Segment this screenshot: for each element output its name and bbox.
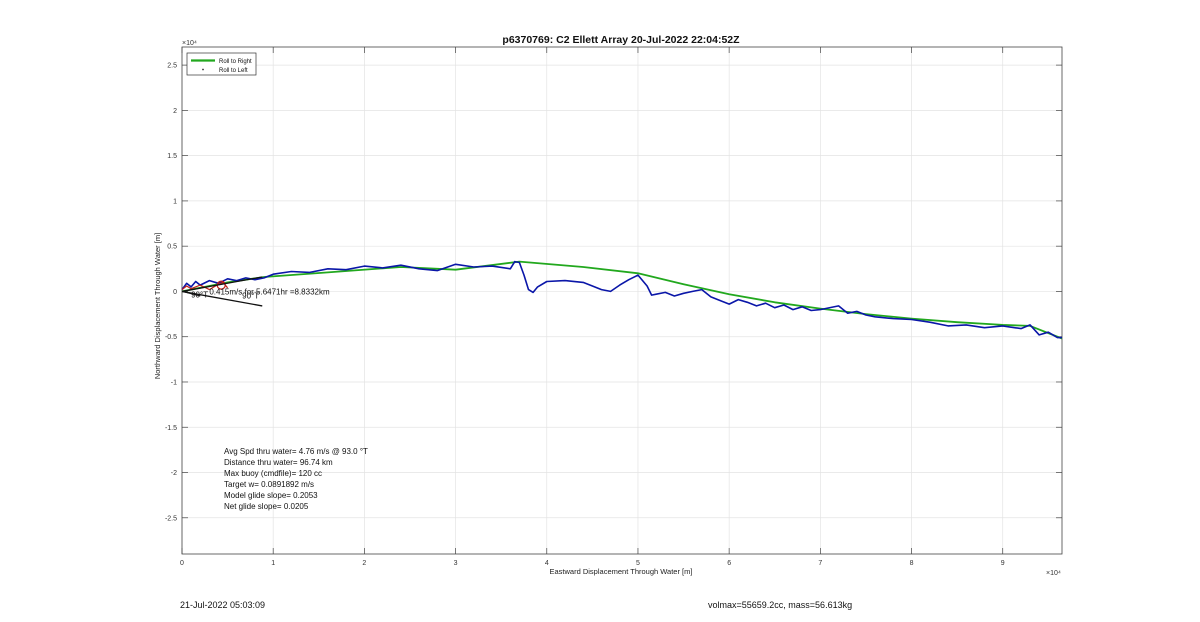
heading-arrow-short <box>181 290 201 297</box>
stats-line: Model glide slope= 0.2053 <box>224 491 318 500</box>
y-axis-label: Northward Displacement Through Water [m] <box>153 233 162 379</box>
series-roll-to-right-line <box>181 260 1063 340</box>
heading-label-right: 90°T <box>242 291 259 300</box>
y-tick-label: 2.5 <box>167 63 177 70</box>
stats-line: Max buoy (cmdfile)= 120 cc <box>224 469 322 478</box>
chart-title: p6370769: C2 Ellett Array 20-Jul-2022 22… <box>502 34 740 46</box>
y-tick-label: 1 <box>173 198 177 205</box>
heading-label-left: 90°T <box>191 290 208 299</box>
x-tick-label: 6 <box>727 560 731 567</box>
heading-arrow-upper <box>181 276 263 293</box>
plot-area: 0 1 2 3 4 5 6 7 8 9 -2.5 -2 -1.5 -1 -0.5 0 0.5 1 1.5 2 2.5 0.… <box>165 46 1063 567</box>
y-tick-label: -2 <box>171 470 177 477</box>
stats-line: Target w= 0.0891892 m/s <box>224 480 314 489</box>
x-tick-label: 5 <box>636 560 640 567</box>
y-tick-label: -2.5 <box>165 515 177 522</box>
stats-line: Distance thru water= 96.74 km <box>224 458 333 467</box>
x-exponent-label: ×10⁴ <box>1046 570 1061 577</box>
x-tick-label: 0 <box>180 560 184 567</box>
y-tick-label: -1 <box>171 379 177 386</box>
y-tick-label: 1.5 <box>167 153 177 160</box>
x-tick-label: 1 <box>271 560 275 567</box>
x-tick-label: 7 <box>818 560 822 567</box>
x-axis-label: Eastward Displacement Through Water [m] <box>550 567 693 576</box>
y-tick-label: 0.5 <box>167 244 177 251</box>
axes-box <box>181 46 1063 555</box>
footer-timestamp: 21-Jul-2022 05:03:09 <box>180 600 266 610</box>
x-tick-label: 3 <box>454 560 458 567</box>
y-tick-label: 0 <box>173 289 177 296</box>
legend-label-roll-right: Roll to Right <box>219 59 252 65</box>
plot-background <box>182 47 1062 554</box>
footer-volmax-mass: volmax=55659.2cc, mass=56.613kg <box>708 600 853 610</box>
figure: p6370769: C2 Ellett Array 20-Jul-2022 22… <box>153 34 1063 577</box>
legend-swatch-roll-left <box>202 68 204 71</box>
drift-annotation: 0.415m/s for 5.6471hr =8.8332km <box>209 287 330 296</box>
x-tick-label: 4 <box>545 560 549 567</box>
legend: Roll to Right Roll to Left <box>186 52 257 76</box>
y-tick-label: 2 <box>173 108 177 115</box>
stats-line: Avg Spd thru water= 4.76 m/s @ 93.0 °T <box>224 447 368 456</box>
x-tick-label: 8 <box>910 560 914 567</box>
legend-label-roll-left: Roll to Left <box>219 68 248 74</box>
stats-line: Net glide slope= 0.0205 <box>224 502 309 511</box>
y-tick-label: -0.5 <box>165 334 177 341</box>
x-tick-label: 2 <box>362 560 366 567</box>
y-exponent-label: ×10⁴ <box>182 40 197 47</box>
y-tick-label: -1.5 <box>165 425 177 432</box>
x-tick-label: 9 <box>1001 560 1005 567</box>
heading-arrow-lower <box>181 290 263 307</box>
stats-block: Avg Spd thru water= 4.76 m/s @ 93.0 °T Di… <box>224 447 368 511</box>
series-track-line <box>181 260 1062 339</box>
legend-box <box>186 52 257 76</box>
